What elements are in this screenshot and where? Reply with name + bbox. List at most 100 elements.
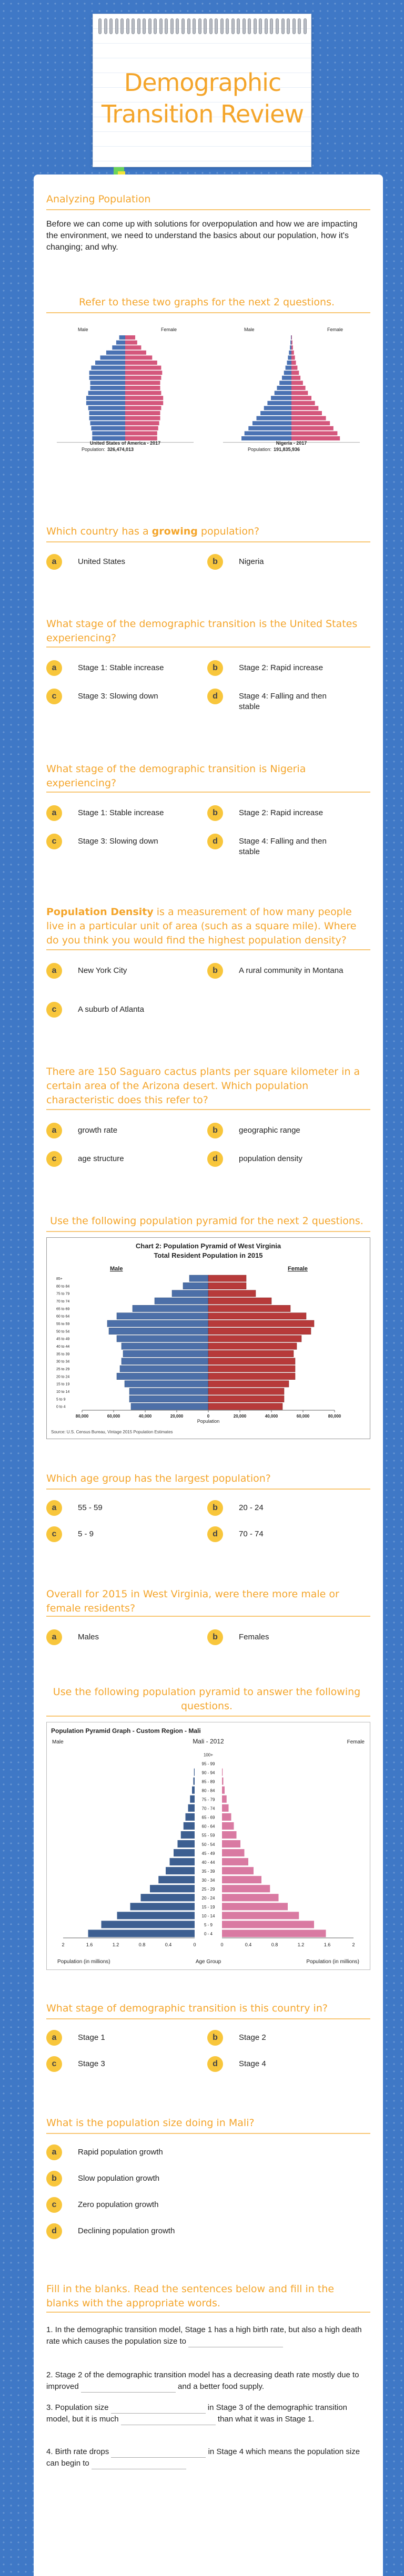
female-bar bbox=[208, 1312, 307, 1320]
question-1: Which country has a growing population? bbox=[46, 526, 260, 537]
answer-option[interactable]: b 20 - 24 bbox=[207, 1500, 344, 1516]
male-bar bbox=[183, 1822, 195, 1830]
answer-option[interactable]: d 70 - 74 bbox=[207, 1526, 344, 1542]
answer-option[interactable]: a Males bbox=[46, 1629, 183, 1645]
female-bar bbox=[208, 1320, 315, 1327]
answer-option[interactable]: a United States bbox=[46, 554, 183, 570]
age-group-label: 45 to 49 bbox=[56, 1338, 69, 1341]
male-bar bbox=[92, 436, 125, 440]
male-bar bbox=[244, 431, 291, 436]
x-tick-label: 80,000 bbox=[76, 1414, 89, 1419]
answer-option[interactable]: a New York City bbox=[46, 963, 183, 979]
female-bar bbox=[208, 1395, 285, 1402]
male-bar bbox=[284, 371, 291, 375]
question-7: Overall for 2015 in West Virginia, were … bbox=[46, 1588, 339, 1614]
divider bbox=[46, 2018, 370, 2019]
wv-pyramid-figure: Chart 2: Population Pyramid of West Virg… bbox=[46, 1237, 370, 1439]
male-bar bbox=[290, 345, 291, 350]
male-bar bbox=[89, 411, 125, 415]
answer-option[interactable]: a 55 - 59 bbox=[46, 1500, 183, 1516]
answer-option[interactable]: d Stage 4: Falling and then stable bbox=[207, 834, 344, 857]
answer-option[interactable]: b Stage 2: Rapid increase bbox=[207, 805, 344, 821]
female-label: Female bbox=[327, 327, 343, 332]
female-bar bbox=[125, 416, 160, 420]
female-bar bbox=[291, 426, 334, 430]
male-bar bbox=[116, 340, 125, 345]
x-tick-label: 0 bbox=[220, 1942, 223, 1947]
male-bar bbox=[158, 1876, 195, 1884]
female-bar bbox=[125, 406, 161, 410]
answer-option[interactable]: d Declining population growth bbox=[46, 2223, 236, 2239]
female-bar bbox=[125, 371, 163, 375]
female-bar bbox=[125, 431, 157, 436]
male-label: Male bbox=[52, 1739, 64, 1745]
male-bar bbox=[116, 1335, 209, 1342]
female-bar bbox=[208, 1335, 302, 1342]
male-bar bbox=[274, 391, 291, 395]
answer-option[interactable]: c Zero population growth bbox=[46, 2197, 236, 2213]
blank-input[interactable] bbox=[111, 2449, 206, 2458]
male-bar bbox=[88, 1930, 195, 1937]
male-bar bbox=[119, 1365, 209, 1372]
female-bar bbox=[222, 1813, 231, 1821]
question-4: Population Density is a measurement of h… bbox=[46, 906, 357, 946]
answer-option[interactable]: b Nigeria bbox=[207, 554, 344, 570]
source-note: Source: U.S. Census Bureau, Vintage 2015… bbox=[51, 1430, 173, 1434]
answer-option[interactable]: a growth rate bbox=[46, 1123, 183, 1138]
blank-input[interactable] bbox=[188, 2339, 284, 2347]
answer-option[interactable]: a Stage 1: Stable increase bbox=[46, 660, 183, 676]
blank-input[interactable] bbox=[91, 2461, 186, 2469]
usa-pyramid-figure: Male Female United States of America - 2… bbox=[46, 323, 204, 454]
age-group-label: 70 - 74 bbox=[202, 1807, 215, 1811]
blank-input[interactable] bbox=[80, 2384, 176, 2393]
male-bar bbox=[260, 411, 291, 415]
answer-option[interactable]: b Stage 2 bbox=[207, 2030, 344, 2046]
female-bar bbox=[125, 375, 161, 380]
female-bar bbox=[291, 350, 294, 355]
female-bar bbox=[208, 1342, 297, 1350]
answer-option[interactable]: b geographic range bbox=[207, 1123, 344, 1138]
answer-option[interactable]: c Stage 3: Slowing down bbox=[46, 689, 183, 704]
divider bbox=[46, 1489, 370, 1490]
answer-option[interactable]: a Stage 1: Stable increase bbox=[46, 805, 183, 821]
answer-option[interactable]: b Slow population growth bbox=[46, 2171, 236, 2187]
female-bar bbox=[208, 1305, 291, 1312]
question-2: What stage of the demographic transition… bbox=[46, 618, 358, 644]
blank-input[interactable] bbox=[120, 2417, 216, 2425]
female-label: Female bbox=[161, 327, 177, 332]
female-bar bbox=[222, 1930, 326, 1937]
x-tick-label: 0 bbox=[193, 1942, 196, 1947]
graph2-heading: Use the following population pyramid for… bbox=[50, 1215, 363, 1227]
answer-option[interactable]: a Stage 1 bbox=[46, 2030, 183, 2046]
answer-option[interactable]: d Stage 4 bbox=[207, 2056, 344, 2072]
age-group-label: 20 - 24 bbox=[202, 1896, 215, 1901]
answer-option[interactable]: d population density bbox=[207, 1151, 344, 1167]
male-bar bbox=[252, 421, 291, 426]
answer-option[interactable]: b Females bbox=[207, 1629, 344, 1645]
female-bar bbox=[222, 1795, 227, 1803]
male-bar bbox=[256, 416, 291, 420]
answer-option[interactable]: d Stage 4: Falling and then stable bbox=[207, 689, 344, 712]
female-bar bbox=[222, 1921, 314, 1928]
female-bar bbox=[291, 391, 308, 395]
female-bar bbox=[208, 1388, 285, 1395]
x-right-label: Population (in millions) bbox=[306, 1959, 359, 1965]
male-bar bbox=[129, 1395, 209, 1402]
answer-option[interactable]: c age structure bbox=[46, 1151, 183, 1167]
answer-option[interactable]: b Stage 2: Rapid increase bbox=[207, 660, 344, 676]
answer-option[interactable]: a Rapid population growth bbox=[46, 2144, 236, 2160]
blank-input[interactable] bbox=[110, 2405, 206, 2414]
male-bar bbox=[91, 365, 125, 370]
answer-option[interactable]: c Stage 3: Slowing down bbox=[46, 834, 183, 849]
female-bar bbox=[208, 1328, 311, 1335]
female-bar bbox=[291, 436, 340, 440]
age-group-label: 40 - 44 bbox=[202, 1860, 215, 1865]
fill-sentence-4: 4. Birth rate drops in Stage 4 which mea… bbox=[46, 2446, 366, 2469]
fill-heading: Fill in the blanks. Read the sentences b… bbox=[46, 2283, 335, 2309]
answer-option[interactable]: c Stage 3 bbox=[46, 2056, 183, 2072]
female-bar bbox=[208, 1297, 272, 1305]
male-bar bbox=[248, 426, 291, 430]
